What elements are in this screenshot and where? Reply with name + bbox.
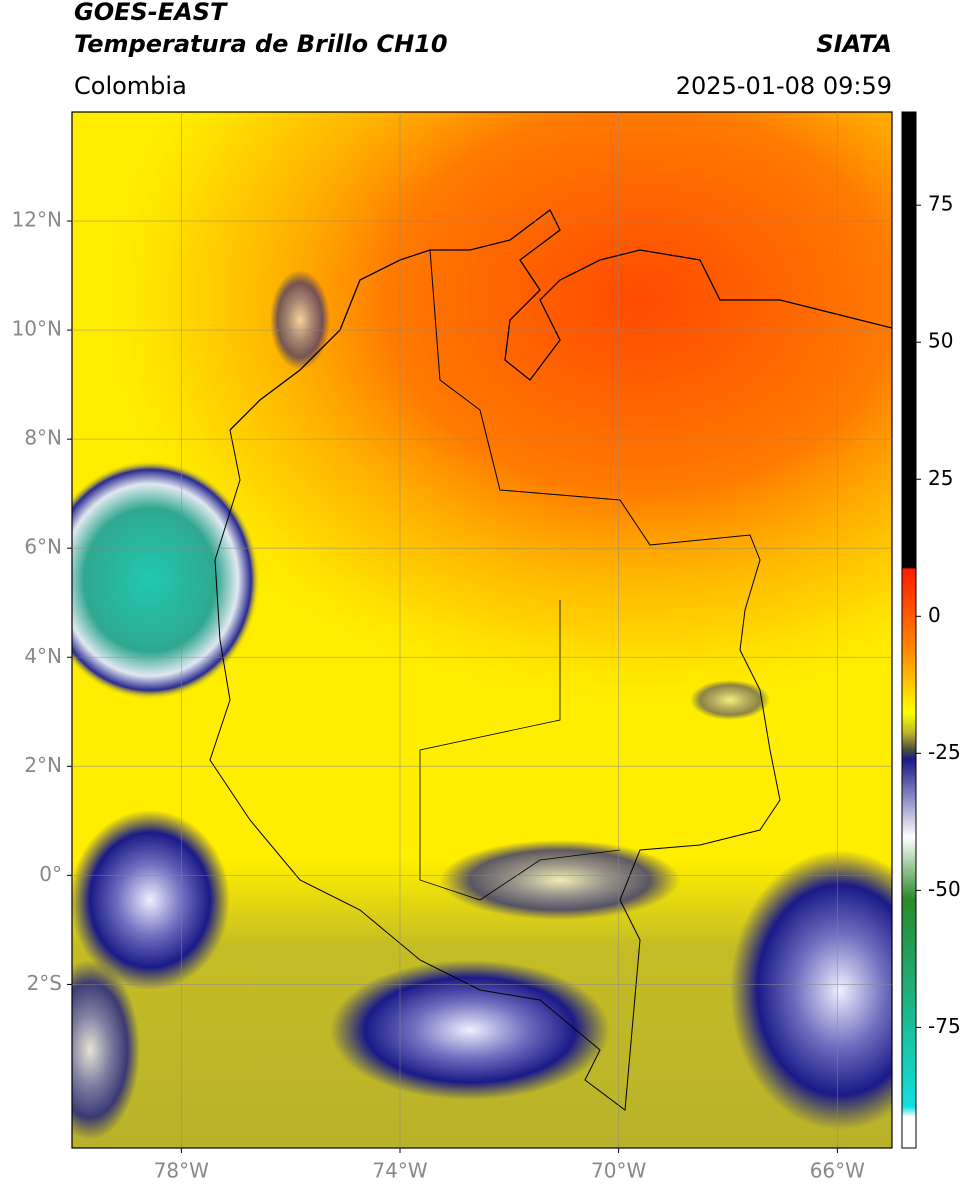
x-tick-label: 66°W xyxy=(810,1159,865,1183)
y-tick-label: 4°N xyxy=(24,644,62,668)
subtitle: Temperatura de Brillo CH10 xyxy=(74,30,448,58)
y-tick-label: 8°N xyxy=(24,426,62,450)
colorbar-tick-label: 0 xyxy=(928,603,941,627)
timestamp: 2025-01-08 09:59 xyxy=(676,72,892,100)
y-tick-label: 0° xyxy=(39,862,62,886)
title: GOES-EAST xyxy=(74,0,228,26)
colorbar-tick-label: 50 xyxy=(928,329,953,353)
colorbar-tick-label: -25 xyxy=(928,740,961,764)
y-tick-label: 2°N xyxy=(24,753,62,777)
y-tick-label: 12°N xyxy=(12,208,62,232)
source: SIATA xyxy=(816,30,892,58)
x-tick-label: 70°W xyxy=(591,1159,646,1183)
map-frame xyxy=(71,111,893,1149)
x-tick-label: 74°W xyxy=(372,1159,427,1183)
colorbar-tick-label: 75 xyxy=(928,192,953,216)
region: Colombia xyxy=(74,72,187,100)
satellite-image xyxy=(72,112,892,1148)
colorbar-tick-label: -50 xyxy=(928,877,961,901)
y-tick-label: 6°N xyxy=(24,535,62,559)
colorbar-tick-label: 25 xyxy=(928,466,953,490)
y-tick-label: 10°N xyxy=(12,317,62,341)
x-tick-label: 78°W xyxy=(154,1159,209,1183)
y-tick-label: 2°S xyxy=(27,971,62,995)
colorbar-tick-label: -75 xyxy=(928,1014,961,1038)
colorbar xyxy=(901,111,917,1149)
